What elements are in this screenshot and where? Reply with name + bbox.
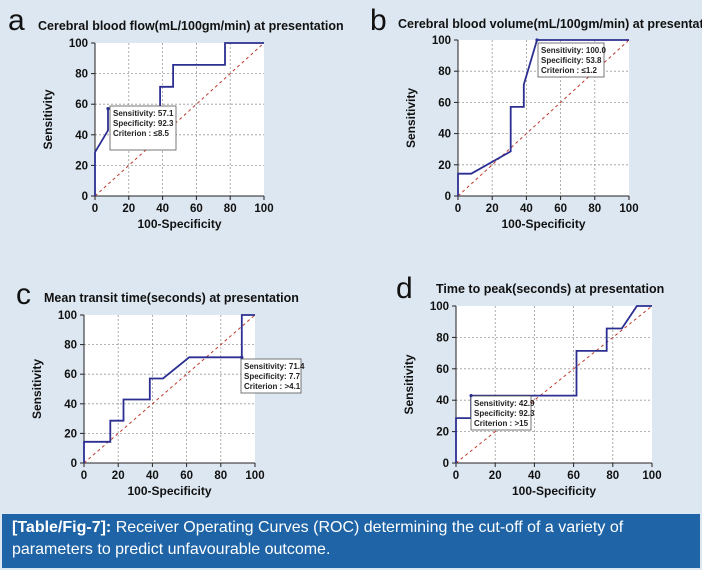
y-tick-label: 40 — [75, 130, 88, 142]
y-tick-label: 20 — [436, 427, 449, 439]
panel-letter: a — [8, 4, 25, 37]
x-tick-label: 60 — [567, 470, 580, 482]
panel-b: b Cerebral blood volume(mL/100gm/min) at … — [370, 4, 702, 231]
y-tick-label: 100 — [430, 301, 449, 313]
y-tick-label: 0 — [445, 191, 451, 203]
annotation-line: Criterion : >15 — [474, 419, 529, 428]
y-tick-label: 100 — [69, 38, 88, 50]
optimal-point — [469, 394, 473, 398]
annotation-line: Specificity: 92.3 — [474, 409, 535, 418]
x-tick-label: 80 — [224, 203, 237, 215]
annotation-line: Sensitivity: 42.9 — [474, 399, 535, 408]
x-tick-label: 40 — [528, 470, 541, 482]
chart-title: Time to peak(seconds) at presentation — [436, 282, 664, 296]
y-tick-label: 100 — [432, 35, 451, 47]
panel-a: a Cerebral blood flow(mL/100gm/min) at pr… — [8, 4, 344, 231]
y-axis-label: Sensitivity — [41, 89, 55, 149]
x-tick-label: 20 — [486, 203, 499, 215]
y-tick-label: 60 — [75, 99, 88, 111]
annotation-line: Criterion : ≤1.2 — [541, 66, 598, 75]
x-tick-label: 20 — [112, 470, 125, 482]
caption-text: Receiver Operating Curves (ROC) determin… — [12, 519, 624, 558]
x-axis-label: 100-Specificity — [501, 217, 585, 231]
y-axis-label: Sensitivity — [404, 88, 418, 148]
panel-d: d Time to peak(seconds) at presentation 0 2… — [396, 272, 664, 498]
y-tick-label: 100 — [58, 310, 77, 322]
x-tick-label: 100 — [619, 203, 638, 215]
x-axis-label: 100-Specificity — [137, 217, 221, 231]
y-axis-label: Sensitivity — [402, 354, 416, 414]
roc-curve — [455, 305, 652, 463]
roc-curve — [94, 42, 264, 196]
panel-letter: c — [16, 278, 31, 311]
caption-label: [Table/Fig-7]: — [12, 519, 112, 536]
annotation-line: Sensitivity: 100.0 — [541, 46, 606, 55]
annotation-box — [109, 105, 177, 151]
optimal-point — [535, 38, 539, 42]
annotation-box — [470, 395, 532, 431]
y-tick-label: 80 — [436, 332, 449, 344]
y-tick-label: 20 — [75, 160, 88, 172]
x-tick-label: 0 — [453, 470, 459, 482]
y-tick-label: 0 — [71, 458, 77, 470]
reference-line — [83, 314, 256, 464]
y-tick-label: 60 — [64, 369, 77, 381]
y-tick-label: 80 — [438, 66, 451, 78]
annotation-box — [240, 358, 302, 394]
plot-area — [456, 306, 652, 463]
x-tick-label: 80 — [214, 470, 227, 482]
x-tick-label: 0 — [455, 203, 461, 215]
y-tick-label: 0 — [82, 191, 88, 203]
chart-title: Cerebral blood flow(mL/100gm/min) at pre… — [38, 19, 344, 33]
figure-caption: [Table/Fig-7]: Receiver Operating Curves… — [2, 514, 700, 568]
x-tick-label: 40 — [156, 203, 169, 215]
x-tick-label: 0 — [92, 203, 98, 215]
reference-line — [94, 42, 265, 197]
optimal-point — [106, 107, 110, 111]
roc-figure: a Cerebral blood flow(mL/100gm/min) at pr… — [8, 4, 702, 498]
x-tick-label: 100 — [254, 203, 273, 215]
annotation-line: Sensitivity: 71.4 — [244, 362, 305, 371]
chart-title: Cerebral blood volume(mL/100gm/min) at p… — [398, 17, 702, 31]
annotation-line: Sensitivity: 57.1 — [113, 109, 174, 118]
x-axis-label: 100-Specificity — [127, 484, 211, 498]
y-axis-label: Sensitivity — [30, 359, 44, 419]
x-tick-label: 0 — [81, 470, 87, 482]
annotation-box — [537, 42, 605, 78]
annotation-line: Specificity: 7.7 — [244, 372, 301, 381]
x-tick-label: 60 — [554, 203, 567, 215]
y-tick-label: 40 — [436, 395, 449, 407]
panel-letter: d — [396, 272, 413, 305]
annotation-line: Criterion : >4.1 — [244, 382, 301, 391]
optimal-point — [240, 355, 244, 359]
x-tick-label: 80 — [588, 203, 601, 215]
annotation-line: Criterion : ≤8.5 — [113, 129, 170, 138]
x-tick-label: 100 — [245, 470, 264, 482]
annotation-line: Specificity: 53.8 — [541, 56, 602, 65]
x-tick-label: 60 — [180, 470, 193, 482]
x-tick-label: 20 — [489, 470, 502, 482]
y-tick-label: 60 — [438, 97, 451, 109]
annotation-line: Specificity: 92.3 — [113, 119, 174, 128]
y-tick-label: 80 — [64, 340, 77, 352]
y-tick-label: 40 — [64, 399, 77, 411]
x-tick-label: 80 — [606, 470, 619, 482]
roc-curve — [457, 39, 629, 196]
x-axis-label: 100-Specificity — [512, 484, 596, 498]
x-tick-label: 60 — [190, 203, 203, 215]
y-tick-label: 40 — [438, 129, 451, 141]
x-tick-label: 40 — [146, 470, 159, 482]
chart-title: Mean transit time(seconds) at presentati… — [44, 291, 299, 305]
x-tick-label: 40 — [520, 203, 533, 215]
y-tick-label: 20 — [438, 160, 451, 172]
panel-letter: b — [370, 4, 387, 37]
panel-c: c Mean transit time(seconds) at presentat… — [16, 278, 305, 498]
x-tick-label: 20 — [122, 203, 135, 215]
y-tick-label: 20 — [64, 428, 77, 440]
y-tick-label: 60 — [436, 364, 449, 376]
y-tick-label: 80 — [75, 69, 88, 81]
y-tick-label: 0 — [443, 458, 449, 470]
x-tick-label: 100 — [642, 470, 661, 482]
